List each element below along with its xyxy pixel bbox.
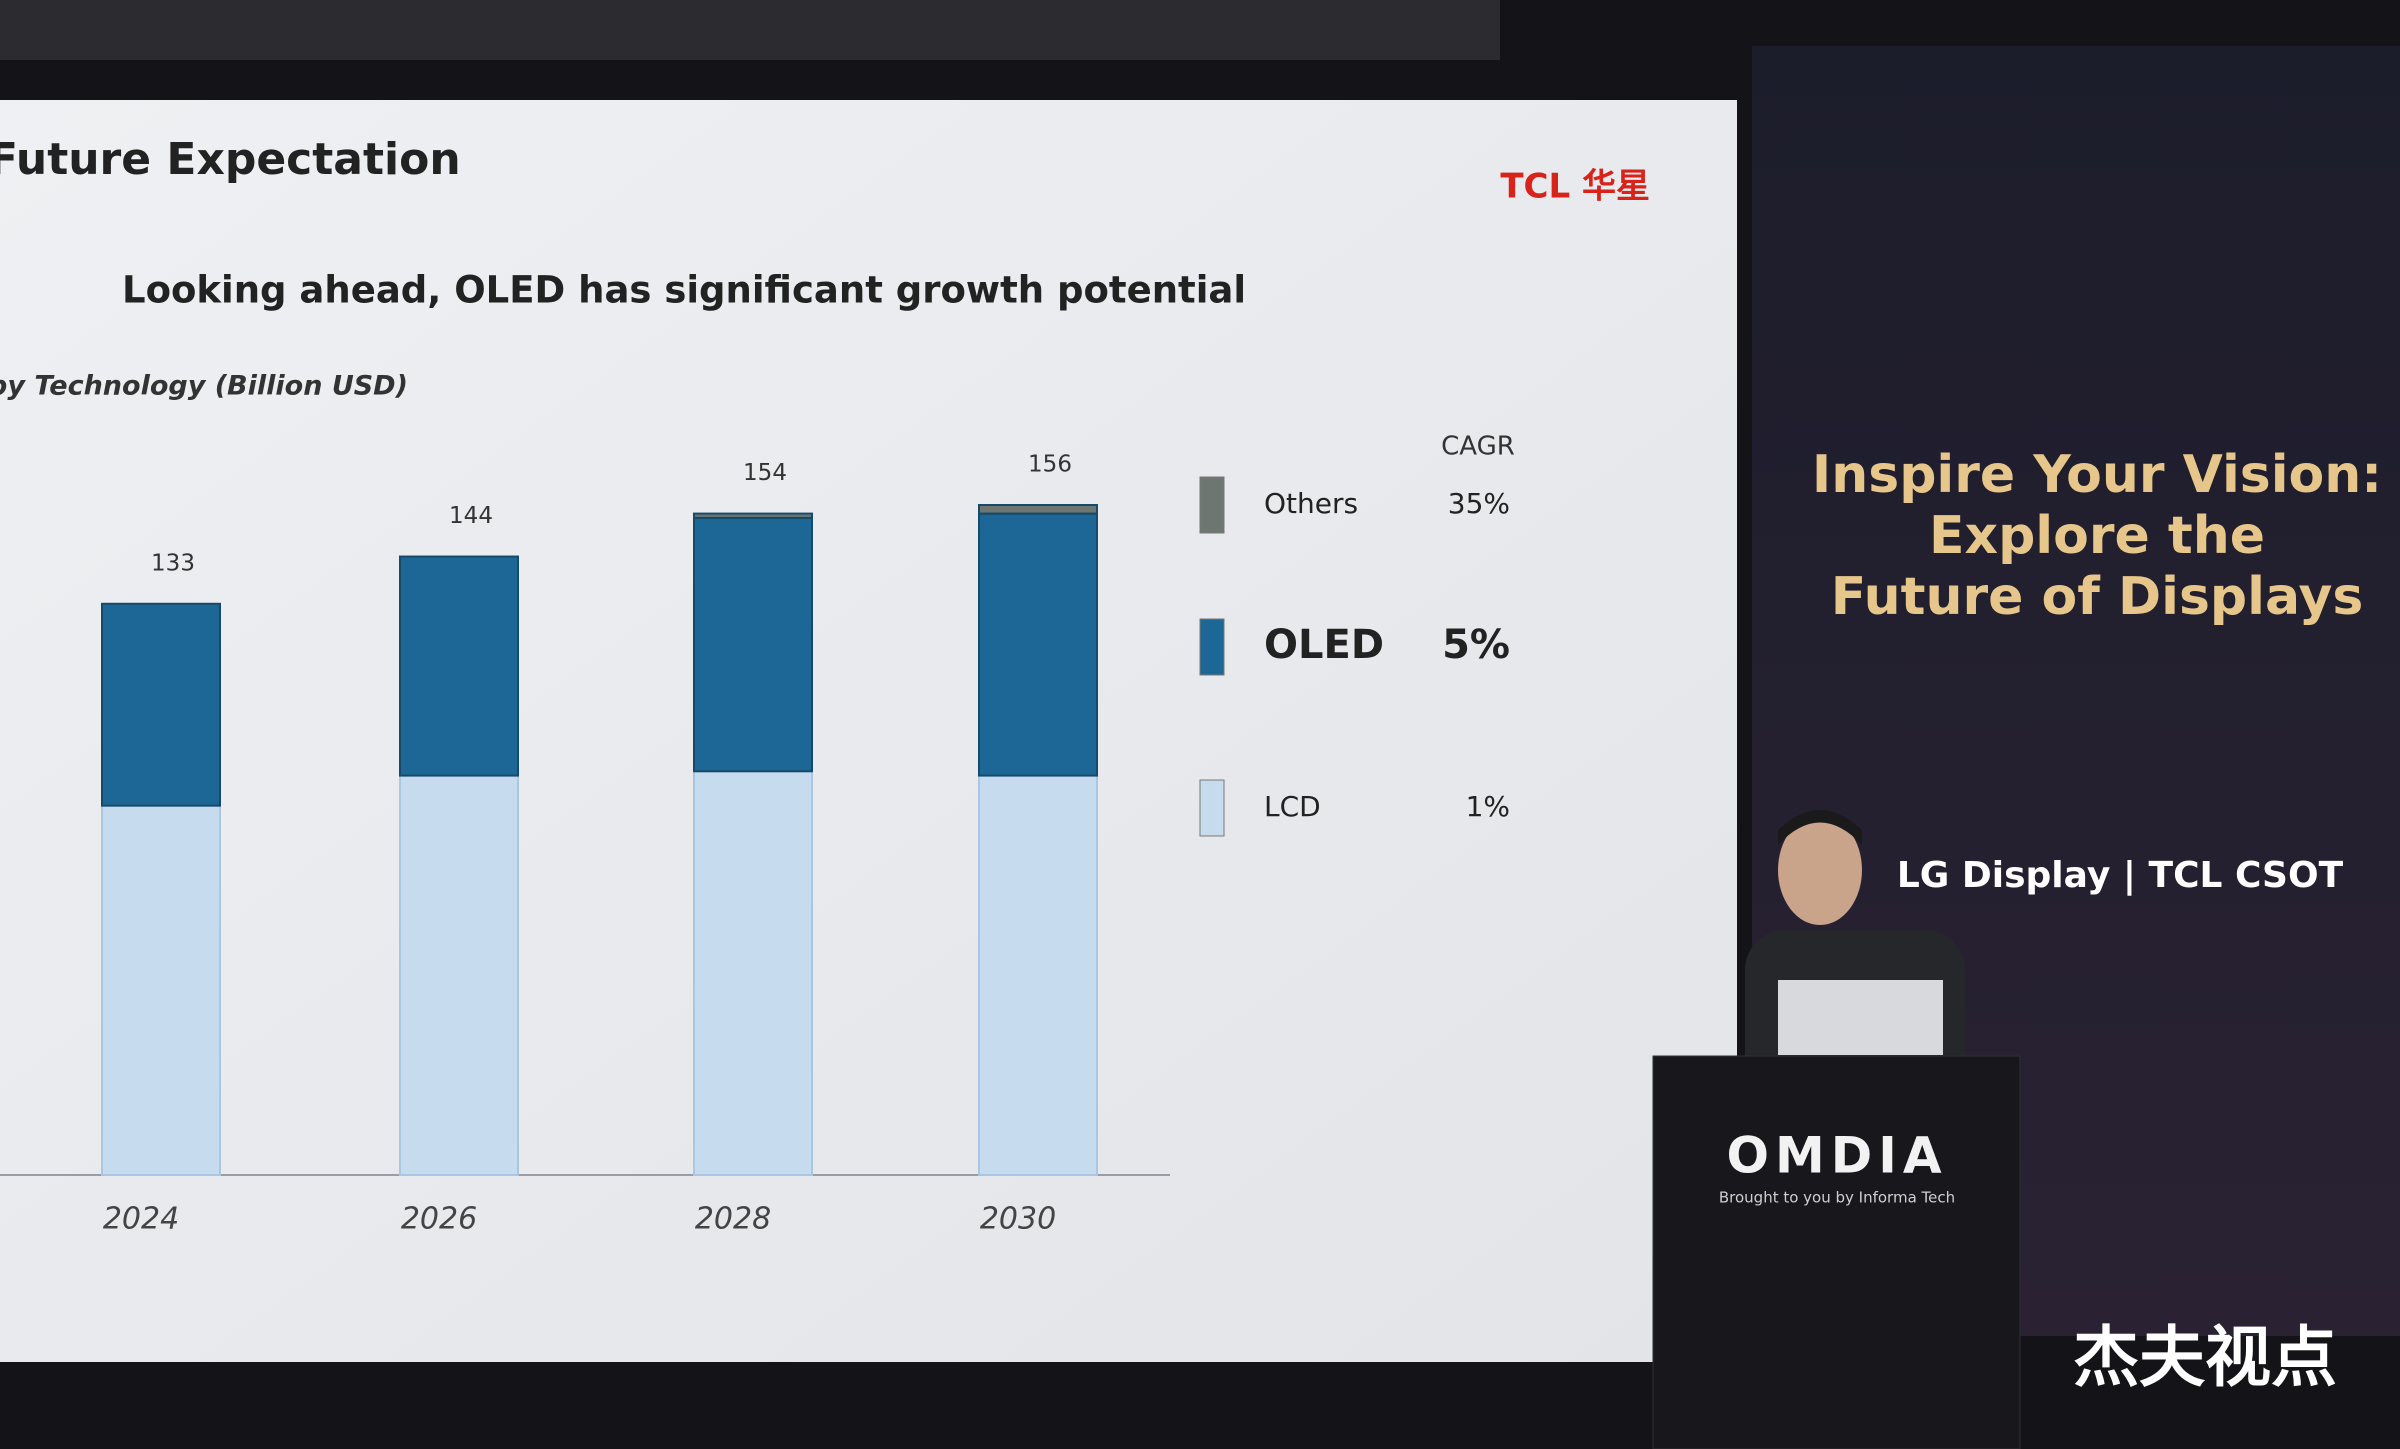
legend-cagr: 5% bbox=[1442, 622, 1510, 668]
bar-segment bbox=[101, 602, 221, 807]
bar-segment bbox=[693, 770, 813, 1176]
total-label: 144 bbox=[449, 503, 493, 529]
bar-segment bbox=[101, 804, 221, 1177]
bar-segment bbox=[693, 512, 813, 519]
ceiling bbox=[0, 0, 1500, 60]
legend-swatch bbox=[1199, 476, 1225, 534]
legend-swatch bbox=[1199, 618, 1225, 676]
total-label: 154 bbox=[743, 460, 787, 486]
x-tick-label: 2030 bbox=[980, 1202, 1056, 1237]
banner-line: Inspire Your Vision: bbox=[1812, 445, 2382, 505]
bar-segment bbox=[978, 512, 1098, 777]
slide bbox=[0, 100, 1737, 1362]
speaker-head bbox=[1778, 815, 1862, 925]
banner-line: Future of Displays bbox=[1831, 567, 2364, 627]
legend-label: Others bbox=[1264, 487, 1358, 520]
speaker-hair bbox=[1778, 810, 1862, 845]
bar-segment bbox=[399, 774, 519, 1176]
bar-segment bbox=[693, 516, 813, 773]
legend-swatch bbox=[1199, 779, 1225, 837]
slide-subtitle: Looking ahead, OLED has significant grow… bbox=[122, 269, 1246, 312]
watermark: 杰夫视点 bbox=[2073, 1319, 2337, 1396]
slide-logo: TCL 华星 bbox=[1500, 167, 1650, 207]
y-axis-label: by Technology (Billion USD) bbox=[0, 371, 408, 402]
laptop bbox=[1778, 980, 1943, 1055]
x-tick-label: 2026 bbox=[401, 1202, 477, 1237]
total-label: 156 bbox=[1028, 452, 1072, 478]
banner-line: Explore the bbox=[1929, 506, 2265, 566]
cagr-header: CAGR bbox=[1441, 432, 1515, 462]
banner-sponsors: LG Display | TCL CSOT bbox=[1897, 855, 2344, 896]
x-tick-label: 2028 bbox=[695, 1202, 771, 1237]
total-label: 133 bbox=[151, 550, 195, 576]
legend-cagr: 1% bbox=[1466, 790, 1510, 823]
legend-label: LCD bbox=[1264, 790, 1321, 823]
podium bbox=[1652, 1055, 2021, 1449]
x-tick-label: 2024 bbox=[103, 1202, 179, 1237]
bar-segment bbox=[399, 555, 519, 777]
legend-label: OLED bbox=[1264, 622, 1384, 668]
podium-tagline: Brought to you by Informa Tech bbox=[1719, 1189, 1955, 1207]
podium-brand: OMDIA bbox=[1726, 1127, 1947, 1185]
legend-cagr: 35% bbox=[1448, 487, 1510, 520]
bar-segment bbox=[978, 774, 1098, 1176]
bar-segment bbox=[978, 504, 1098, 515]
slide-title: Future Expectation bbox=[0, 134, 461, 185]
